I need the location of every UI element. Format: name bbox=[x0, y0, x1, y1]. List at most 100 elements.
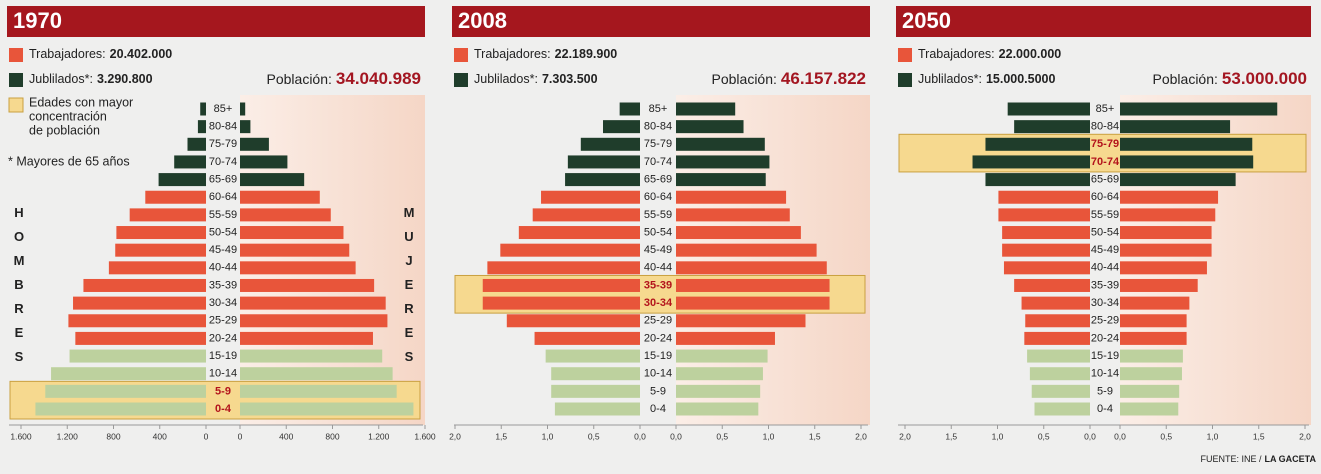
age-label: 20-24 bbox=[209, 332, 237, 344]
male-bar bbox=[482, 296, 640, 310]
population-value: 34.040.989 bbox=[336, 69, 421, 88]
panel-title: 1970 bbox=[13, 8, 62, 33]
age-label: 75-79 bbox=[209, 138, 237, 150]
x-tick-label: 400 bbox=[153, 431, 167, 441]
x-tick-label: 0,0 bbox=[1114, 431, 1126, 441]
age-label: 80-84 bbox=[644, 121, 672, 133]
age-label: 65-69 bbox=[644, 173, 672, 185]
female-bar bbox=[676, 296, 830, 310]
female-bar bbox=[676, 367, 763, 381]
female-bar bbox=[676, 190, 787, 204]
age-label: 15-19 bbox=[644, 350, 672, 362]
female-bar bbox=[676, 384, 761, 398]
age-label: 60-64 bbox=[644, 191, 672, 203]
male-bar bbox=[1027, 349, 1090, 363]
legend-value: 7.303.500 bbox=[542, 72, 598, 86]
female-bar bbox=[240, 173, 305, 187]
legend-label: Trabajadores: 22.000.000 bbox=[918, 47, 1061, 61]
male-bar bbox=[187, 137, 206, 151]
age-label: 50-54 bbox=[209, 226, 237, 238]
age-label: 70-74 bbox=[209, 156, 237, 168]
legend-label: Trabajadores: bbox=[29, 47, 106, 61]
population-label: Población: bbox=[1153, 71, 1218, 87]
x-tick-label: 0,5 bbox=[1038, 431, 1050, 441]
age-label: 30-34 bbox=[644, 297, 673, 309]
age-label: 40-44 bbox=[209, 262, 237, 274]
female-bar bbox=[676, 226, 801, 240]
female-bar bbox=[240, 190, 320, 204]
x-tick-label: 1,5 bbox=[1253, 431, 1265, 441]
female-bar bbox=[240, 155, 288, 169]
female-bar bbox=[676, 349, 768, 363]
x-tick-label: 0,0 bbox=[670, 431, 682, 441]
female-bar bbox=[240, 278, 375, 292]
x-tick-label: 1,0 bbox=[1207, 431, 1219, 441]
age-label: 5-9 bbox=[650, 385, 666, 397]
population-value: 46.157.822 bbox=[781, 69, 866, 88]
legend-value: 20.402.000 bbox=[110, 47, 173, 61]
male-bar bbox=[73, 296, 206, 310]
x-tick-label: 800 bbox=[106, 431, 120, 441]
legend-swatch bbox=[8, 97, 24, 113]
population-label: Población: bbox=[267, 71, 332, 87]
male-bar bbox=[1025, 314, 1090, 328]
female-bar bbox=[1120, 243, 1212, 257]
age-label: 50-54 bbox=[644, 226, 672, 238]
header-bar bbox=[7, 6, 425, 37]
age-label: 80-84 bbox=[209, 121, 237, 133]
age-label: 75-79 bbox=[644, 138, 672, 150]
female-bar bbox=[1120, 102, 1278, 116]
male-bar bbox=[487, 261, 640, 275]
age-label: 10-14 bbox=[1091, 368, 1119, 380]
age-label: 70-74 bbox=[644, 156, 672, 168]
male-bar bbox=[116, 226, 206, 240]
male-bar bbox=[197, 120, 206, 134]
legend-value: 22.000.000 bbox=[999, 47, 1062, 61]
x-tick-label: 2,0 bbox=[855, 431, 867, 441]
male-bar bbox=[500, 243, 640, 257]
source: FUENTE: INE / LA GACETA bbox=[1200, 454, 1316, 464]
female-bar bbox=[1120, 226, 1212, 240]
legend-label: Trabajadores: bbox=[474, 47, 551, 61]
legend-label: Jublilados*: 3.290.800 bbox=[29, 72, 153, 86]
male-bar bbox=[145, 190, 206, 204]
panel-title: 2050 bbox=[902, 8, 951, 33]
female-bar bbox=[1120, 120, 1231, 134]
female-bar bbox=[1120, 314, 1187, 328]
x-tick-label: 0 bbox=[238, 431, 243, 441]
male-bar bbox=[108, 261, 206, 275]
legend-label: concentración bbox=[29, 109, 107, 123]
age-label: 40-44 bbox=[1091, 262, 1119, 274]
age-label: 85+ bbox=[649, 103, 668, 115]
female-bar bbox=[1120, 208, 1216, 222]
male-bar bbox=[998, 208, 1090, 222]
x-tick-label: 400 bbox=[279, 431, 293, 441]
female-bar bbox=[676, 243, 817, 257]
male-bar bbox=[972, 155, 1090, 169]
x-tick-label: 1,5 bbox=[945, 431, 957, 441]
age-label: 45-49 bbox=[644, 244, 672, 256]
male-bar bbox=[115, 243, 206, 257]
x-tick-label: 0,0 bbox=[634, 431, 646, 441]
female-bar bbox=[1120, 402, 1179, 416]
x-tick-label: 1,0 bbox=[542, 431, 554, 441]
female-bar bbox=[676, 102, 736, 116]
female-bar bbox=[240, 384, 397, 398]
x-tick-label: 1,5 bbox=[809, 431, 821, 441]
age-label: 5-9 bbox=[215, 385, 231, 397]
female-bar bbox=[1120, 155, 1254, 169]
female-bar bbox=[1120, 137, 1253, 151]
female-bar bbox=[1120, 173, 1236, 187]
female-bar bbox=[240, 261, 356, 275]
male-bar bbox=[45, 384, 206, 398]
male-bar bbox=[603, 120, 640, 134]
legend-swatch bbox=[898, 73, 912, 87]
legend-value: 15.000.5000 bbox=[986, 72, 1056, 86]
female-bar bbox=[240, 243, 350, 257]
legend-swatch bbox=[9, 73, 23, 87]
legend-swatch bbox=[454, 73, 468, 87]
male-bar bbox=[532, 208, 640, 222]
age-label: 0-4 bbox=[1097, 403, 1113, 415]
age-label: 35-39 bbox=[209, 279, 237, 291]
female-bar bbox=[240, 208, 331, 222]
